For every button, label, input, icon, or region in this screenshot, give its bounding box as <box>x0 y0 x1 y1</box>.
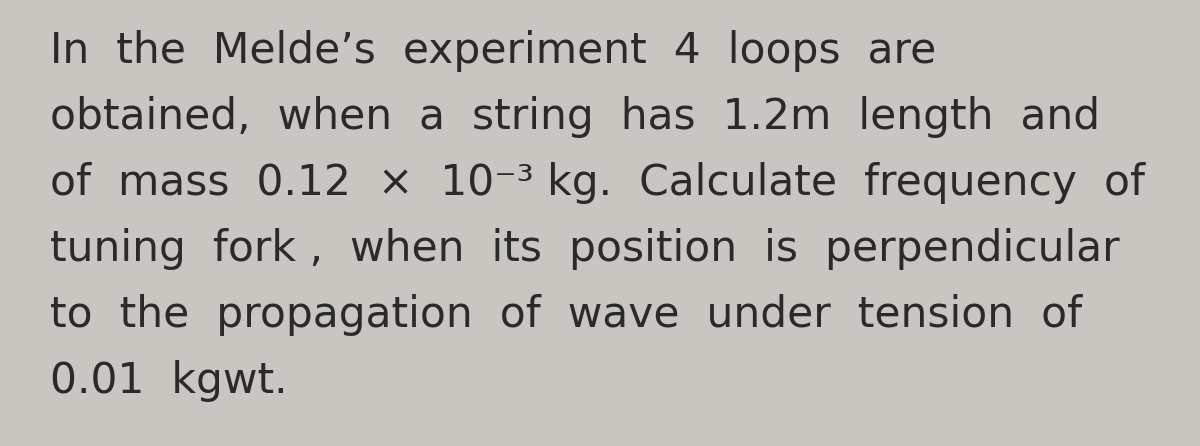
Text: 0.01  kgwt.: 0.01 kgwt. <box>50 360 288 402</box>
Text: In  the  Melde’s  experiment  4  loops  are: In the Melde’s experiment 4 loops are <box>50 30 936 72</box>
Text: of  mass  0.12  ×  10⁻³ kg.  Calculate  frequency  of: of mass 0.12 × 10⁻³ kg. Calculate freque… <box>50 162 1145 204</box>
Text: to  the  propagation  of  wave  under  tension  of: to the propagation of wave under tension… <box>50 294 1082 336</box>
Text: tuning  fork ,  when  its  position  is  perpendicular: tuning fork , when its position is perpe… <box>50 228 1120 270</box>
Text: obtained,  when  a  string  has  1.2m  length  and: obtained, when a string has 1.2m length … <box>50 96 1100 138</box>
